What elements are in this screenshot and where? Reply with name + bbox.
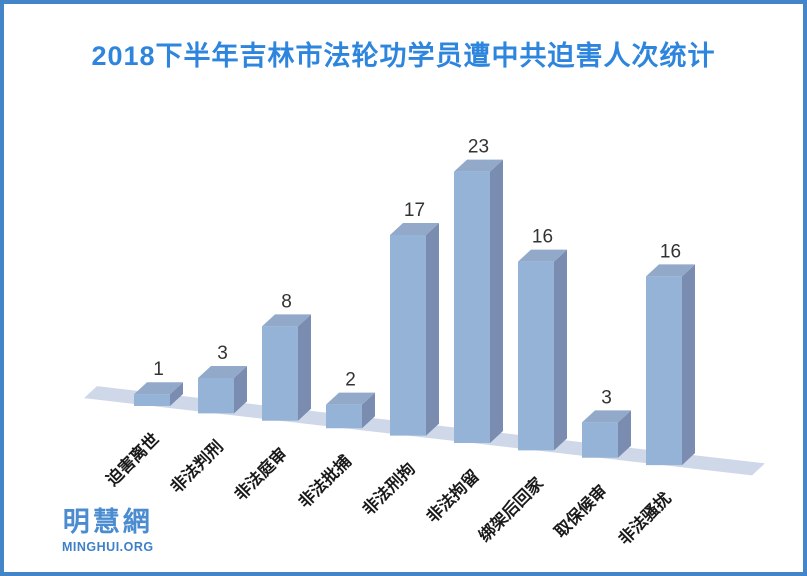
bar-front-face <box>134 394 170 406</box>
bar-side-face <box>362 392 375 429</box>
minghui-logo-url: MINGHUI.ORG <box>62 540 154 554</box>
bar-side-face <box>682 264 695 466</box>
bar-top-face <box>326 392 375 405</box>
category-label: 非法批捕 <box>294 451 355 512</box>
bar-top-face <box>582 410 631 423</box>
bar-top-face <box>518 249 567 262</box>
bar-value-label: 8 <box>281 291 292 312</box>
minghui-logo: 明慧網 MINGHUI.ORG <box>62 500 154 554</box>
bar-value-label: 3 <box>601 387 612 408</box>
category-label: 非法骚扰 <box>614 488 675 549</box>
bar-value-label: 17 <box>404 200 425 221</box>
bar-side-face <box>618 410 631 458</box>
bar-front-face <box>262 326 298 421</box>
category-label: 绑架后回家 <box>474 473 547 546</box>
category-label: 迫害离世 <box>101 429 163 491</box>
category-label: 非法刑拘 <box>358 458 419 519</box>
bar-top-face <box>134 382 183 395</box>
bar-front-face <box>326 404 362 429</box>
minghui-logo-chinese: 明慧網 <box>62 507 153 537</box>
category-label: 非法庭审 <box>230 443 291 504</box>
bar-value-label: 1 <box>153 359 164 380</box>
bar-front-face <box>390 234 426 436</box>
bar-side-face <box>490 159 503 443</box>
bar-side-face <box>170 382 183 406</box>
bar-top-face <box>198 365 247 378</box>
bar-front-face <box>198 377 234 414</box>
category-label: 取保候审 <box>550 480 611 541</box>
bar-front-face <box>454 171 490 443</box>
bar-value-label: 2 <box>345 370 356 391</box>
bar-side-face <box>298 314 311 421</box>
bar-value-label: 23 <box>468 137 489 158</box>
bar-side-face <box>426 222 439 436</box>
bar-value-label: 3 <box>217 343 228 364</box>
bar-side-face <box>554 249 567 451</box>
bar-top-face <box>454 159 503 172</box>
bar-front-face <box>646 276 682 466</box>
bar-front-face <box>582 422 618 458</box>
bar-front-face <box>518 261 554 451</box>
category-label: 非法拘留 <box>422 466 483 527</box>
bar-chart-3d: 1 迫害离世 3 非法判刑 8 非法庭审 2 非法批捕 17 非法刑拘 23 非法拘留 16 绑架后回家 3… <box>84 137 765 549</box>
chart-title: 2018下半年吉林市法轮功学员遭中共迫害人次统计 <box>91 41 716 71</box>
bar-top-face <box>262 314 311 327</box>
bar-value-label: 16 <box>532 227 553 248</box>
bar-side-face <box>234 365 247 414</box>
bar-value-label: 16 <box>660 241 681 262</box>
category-label: 非法判刑 <box>166 436 227 497</box>
bar-top-face <box>646 264 695 277</box>
bar-top-face <box>390 222 439 235</box>
